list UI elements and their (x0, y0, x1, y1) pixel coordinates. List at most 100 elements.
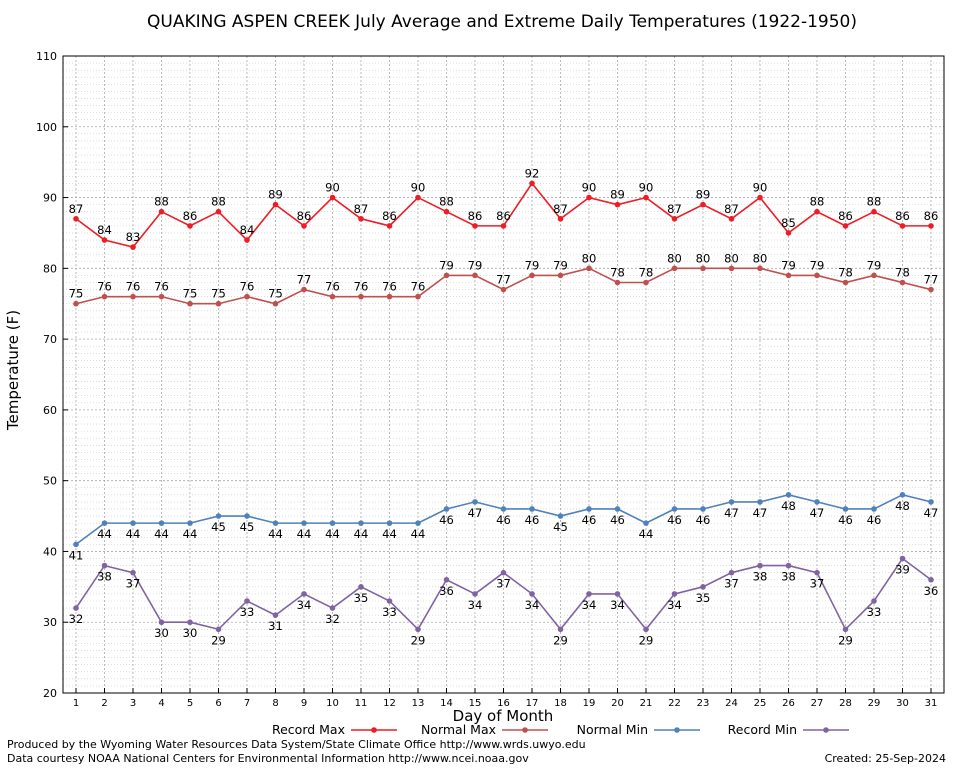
data-label-record-max: 87 (724, 202, 739, 216)
y-tick-label: 50 (43, 475, 57, 488)
data-point-record-min (842, 626, 849, 633)
data-point-normal-min (500, 506, 507, 512)
data-point-normal-max (842, 279, 849, 286)
data-point-normal-max (586, 265, 592, 272)
data-point-record-max (386, 223, 393, 229)
data-label-record-min: 34 (582, 598, 597, 612)
data-point-normal-min (101, 520, 108, 526)
data-point-normal-min (130, 520, 136, 526)
data-point-normal-max (101, 293, 108, 300)
data-label-record-max: 88 (439, 195, 454, 209)
y-tick-label: 60 (43, 404, 57, 417)
data-point-record-min (158, 619, 165, 626)
data-label-normal-max: 78 (838, 265, 853, 279)
data-point-record-max (728, 215, 735, 222)
data-label-record-min: 34 (297, 598, 312, 612)
data-label-record-max: 84 (97, 223, 112, 237)
data-label-normal-max: 77 (496, 273, 511, 287)
data-label-record-min: 29 (211, 633, 226, 647)
data-point-normal-max (928, 286, 934, 293)
data-point-record-max (757, 194, 763, 201)
data-label-record-min: 33 (382, 605, 397, 619)
legend-label-record-max: Record Max (272, 722, 345, 737)
data-label-record-min: 38 (97, 570, 112, 584)
data-point-record-max (785, 230, 792, 236)
x-tick-label: 4 (158, 698, 164, 709)
series-normal-min: 41 44 44 44 44 45 45 44 44 44 44 44 44 46 47 46 46 45 46 46… (69, 492, 939, 562)
data-point-normal-max (500, 286, 507, 293)
data-label-normal-max: 76 (411, 280, 426, 294)
legend: Record Max Normal Max Normal Min Record Min (272, 722, 849, 737)
x-tick-label: 3 (130, 698, 136, 709)
data-label-record-max: 92 (525, 166, 540, 180)
data-label-normal-max: 75 (211, 287, 226, 301)
data-label-record-max: 87 (667, 202, 682, 216)
data-point-record-max (187, 223, 193, 229)
x-tick-label: 28 (839, 698, 852, 709)
data-label-record-max: 88 (154, 195, 169, 209)
legend-marker-record-min (823, 727, 829, 733)
data-point-normal-min (700, 506, 706, 512)
data-label-record-min: 31 (268, 619, 283, 633)
data-point-record-max (871, 208, 877, 215)
data-point-normal-max (700, 265, 706, 272)
data-label-record-min: 32 (69, 612, 84, 626)
data-label-normal-min: 45 (240, 520, 255, 534)
data-point-record-min (443, 576, 450, 583)
data-point-normal-min (215, 513, 222, 519)
x-tick-label: 31 (925, 698, 938, 709)
data-label-record-min: 32 (325, 612, 340, 626)
data-label-record-max: 90 (411, 181, 426, 195)
data-point-record-max (643, 194, 649, 201)
data-label-normal-max: 78 (895, 265, 910, 279)
x-tick-label: 24 (725, 698, 738, 709)
data-label-normal-max: 77 (297, 273, 312, 287)
x-tick-label: 1 (73, 698, 79, 709)
data-label-normal-min: 46 (525, 513, 540, 527)
data-point-normal-max (785, 272, 792, 279)
data-point-record-max (814, 208, 820, 215)
data-point-record-max (101, 237, 108, 243)
data-point-record-min (671, 591, 678, 597)
data-label-normal-min: 46 (667, 513, 682, 527)
data-label-record-max: 84 (240, 223, 255, 237)
data-point-normal-min (757, 499, 763, 505)
x-tick-label: 9 (301, 698, 307, 709)
data-label-normal-min: 44 (183, 527, 198, 541)
data-point-normal-min (785, 492, 792, 498)
data-label-record-max: 89 (610, 188, 625, 202)
data-point-record-min (643, 626, 649, 633)
data-label-normal-max: 76 (126, 280, 141, 294)
data-point-normal-max (899, 279, 906, 286)
data-label-record-min: 37 (496, 577, 511, 591)
data-label-record-max: 87 (69, 202, 84, 216)
data-label-normal-max: 79 (525, 258, 540, 272)
data-label-normal-min: 44 (325, 527, 340, 541)
x-tick-label: 23 (697, 698, 710, 709)
data-point-record-max (671, 215, 678, 222)
data-point-normal-max (728, 265, 735, 272)
x-tick-label: 30 (896, 698, 909, 709)
data-point-record-max (358, 215, 364, 222)
data-point-record-min (871, 598, 877, 604)
data-point-record-min (500, 569, 507, 576)
data-label-normal-min: 47 (468, 506, 483, 520)
data-label-record-max: 86 (895, 209, 910, 223)
legend-marker-normal-min (674, 727, 680, 733)
footer-created-date: Created: 25-Sep-2024 (824, 752, 946, 765)
data-label-record-min: 38 (753, 570, 768, 584)
data-label-normal-min: 47 (924, 506, 939, 520)
data-point-normal-min (899, 492, 906, 498)
y-tick-label: 100 (36, 121, 57, 134)
data-point-normal-max (158, 293, 165, 300)
data-label-normal-max: 80 (724, 251, 739, 265)
data-label-normal-min: 44 (126, 527, 141, 541)
data-point-record-min (386, 598, 393, 604)
data-point-record-max (301, 223, 307, 229)
data-point-normal-min (443, 506, 450, 512)
data-point-normal-min (73, 541, 79, 548)
data-point-normal-max (814, 272, 820, 279)
data-point-normal-max (301, 286, 307, 293)
data-label-normal-min: 46 (696, 513, 711, 527)
data-label-record-max: 90 (325, 181, 340, 195)
